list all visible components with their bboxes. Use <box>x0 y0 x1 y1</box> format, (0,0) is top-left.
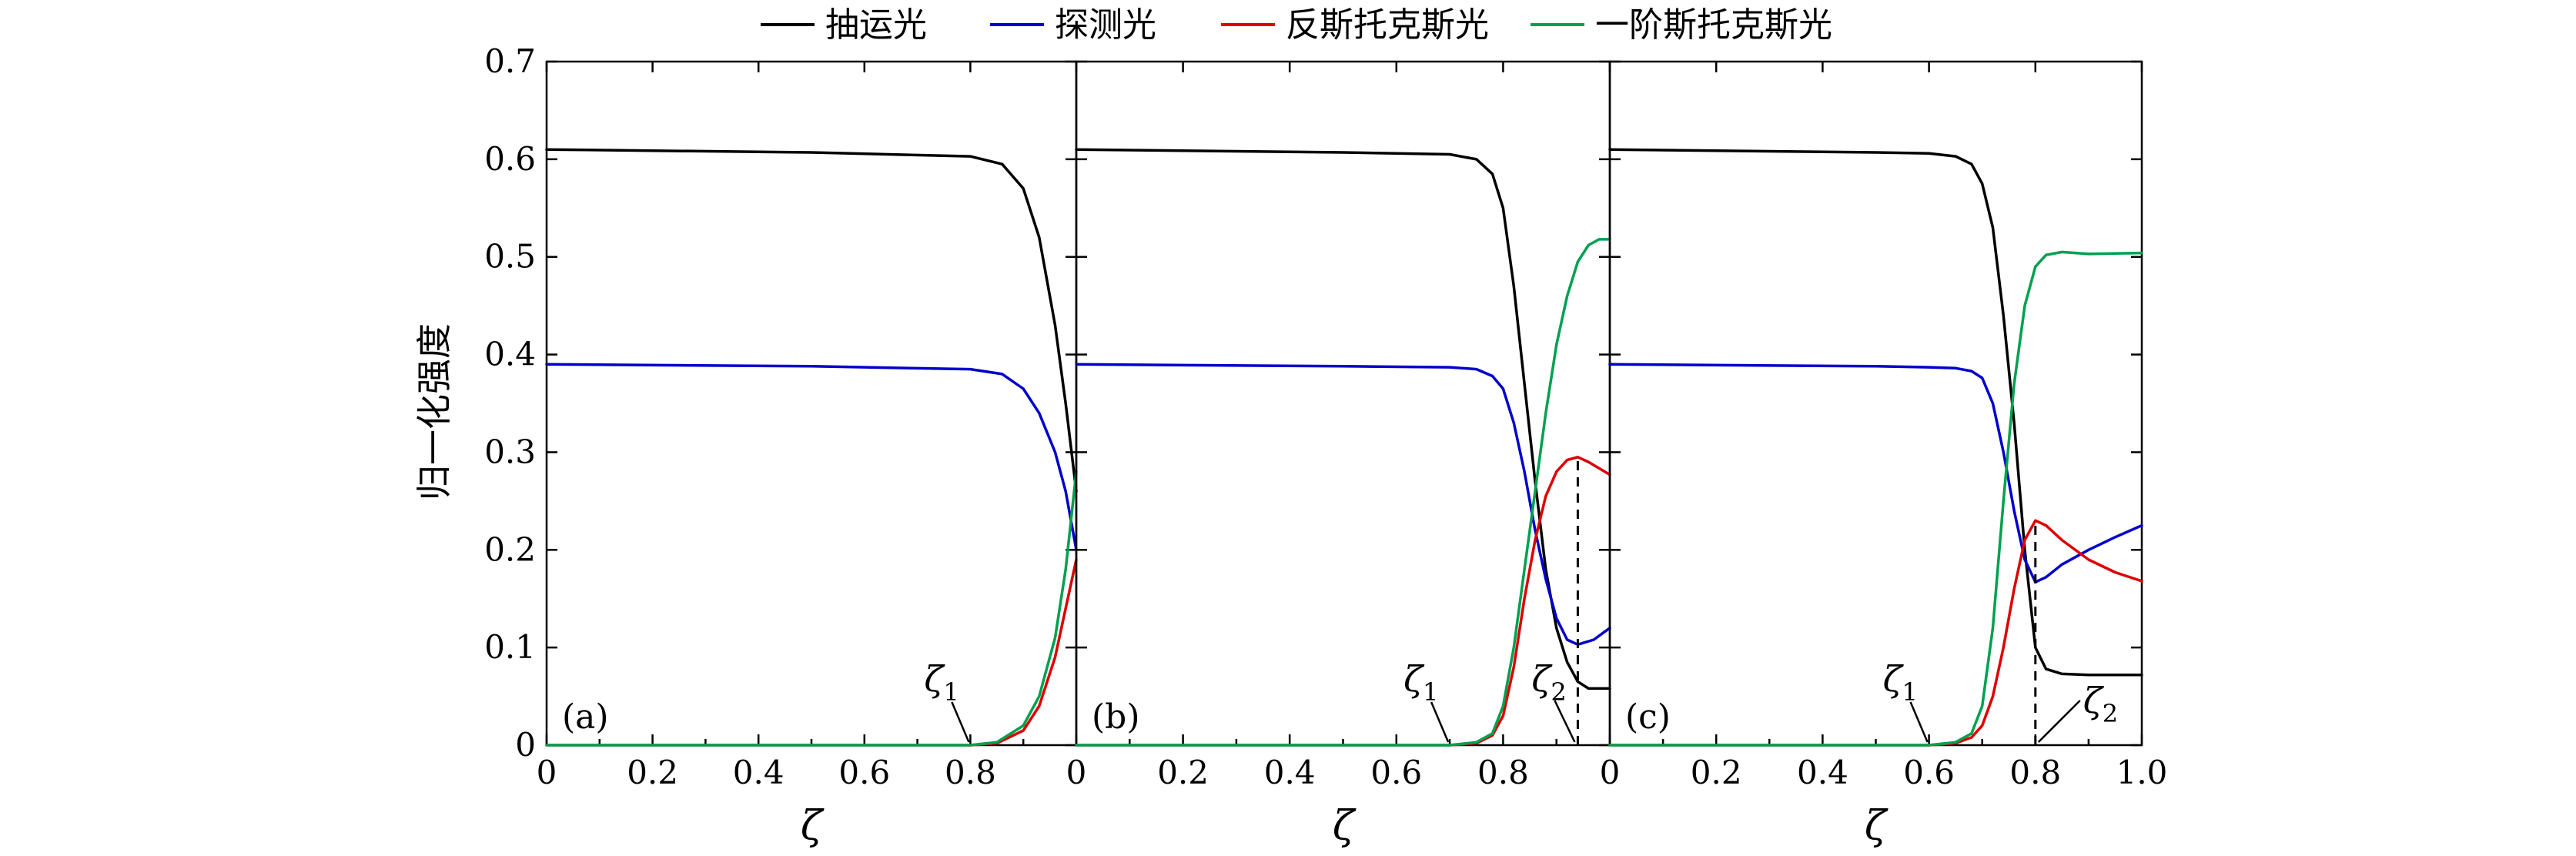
x-tick-label: 0.8 <box>945 754 996 791</box>
zeta-subscript: 1 <box>1423 677 1438 707</box>
x-tick-label: 0 <box>1066 754 1087 791</box>
x-tick-label: 0.2 <box>1157 754 1209 791</box>
panel-label-a: (a) <box>562 697 609 737</box>
series-line-anti-stokes-c <box>1608 519 2143 747</box>
y-axis-title: 归一化强度 <box>413 323 455 500</box>
panel-label-b: (b) <box>1092 697 1140 737</box>
x-tick-label: 0.4 <box>1797 754 1848 791</box>
x-tick-label: 0.6 <box>1903 754 1955 791</box>
zeta-pointer <box>2037 700 2081 743</box>
zeta-pointer <box>1554 700 1576 743</box>
x-axis-title-a: ζ <box>801 803 825 849</box>
zeta-pointer <box>951 701 970 743</box>
x-tick-label: 0.4 <box>733 754 785 791</box>
zeta-pointer <box>1909 701 1929 743</box>
plot-frame-b <box>1075 60 1611 747</box>
plot-frame-c <box>1608 60 2143 747</box>
x-tick-label: 1.0 <box>2116 754 2168 791</box>
x-axis-title-c: ζ <box>1865 803 1889 849</box>
legend-label-stokes: 一阶斯托克斯光 <box>1595 5 1832 45</box>
x-tick-label: 0.2 <box>627 754 678 791</box>
panel-c: 0 0.2 0.4 0.6 0.8 1.0 (c) ζ1 ζ2 <box>1600 60 2168 791</box>
zeta2-label-c: ζ2 <box>2083 680 2118 728</box>
series-line-probe-b <box>1075 363 1611 647</box>
series-line-probe-c <box>1608 363 2143 583</box>
legend-label-probe: 探测光 <box>1055 5 1156 45</box>
zeta1-label-a: ζ1 <box>924 658 958 707</box>
y-tick-label: 0.7 <box>484 42 536 80</box>
series-line-stokes-c <box>1608 250 2143 747</box>
zeta-subscript: 1 <box>943 677 958 707</box>
x-tick-label: 0.8 <box>1477 754 1529 791</box>
zeta-subscript: 1 <box>1902 677 1918 707</box>
x-tick-label: 0 <box>1600 754 1621 791</box>
series-line-pump-b <box>1075 148 1611 690</box>
legend-label-pump: 抽运光 <box>825 5 927 45</box>
y-tick-label: 0.5 <box>484 238 536 276</box>
legend-label-anti-stokes: 反斯托克斯光 <box>1286 5 1489 45</box>
zeta-subscript: 2 <box>1551 677 1566 707</box>
panel-b: 0 0.2 0.4 0.6 0.8 (b) ζ1 ζ2 <box>1066 60 1611 791</box>
panel-label-c: (c) <box>1625 697 1671 737</box>
x-tick-label: 0.6 <box>838 754 890 791</box>
series-line-pump-c <box>1608 148 2143 677</box>
series-line-anti-stokes-a <box>545 558 1078 747</box>
zeta2-label-b: ζ2 <box>1531 658 1566 707</box>
y-tick-label: 0.4 <box>484 336 536 373</box>
zeta-pointer <box>1430 701 1450 743</box>
panel-a: 0 0.1 0.2 0.3 0.4 0.5 0.6 0.7 0 0.2 0.4 0.6 0.8 (a) ζ1 <box>484 42 1078 791</box>
series-line-pump-a <box>545 148 1078 493</box>
y-tick-label: 0.1 <box>484 628 536 666</box>
series-line-stokes-b <box>1075 238 1611 747</box>
y-tick-label: 0.3 <box>484 433 536 470</box>
zeta1-label-b: ζ1 <box>1403 658 1438 707</box>
x-tick-label: 0.4 <box>1264 754 1316 791</box>
x-tick-label: 0.2 <box>1691 754 1742 791</box>
x-axis-title-b: ζ <box>1333 803 1357 849</box>
zeta-subscript: 2 <box>2103 699 2118 728</box>
x-tick-label: 0 <box>537 754 557 791</box>
y-tick-label: 0.6 <box>484 140 536 178</box>
legend: 抽运光 探测光 反斯托克斯光 一阶斯托克斯光 <box>761 5 1832 45</box>
x-tick-label: 0.8 <box>2009 754 2061 791</box>
y-tick-label: 0.2 <box>484 530 536 568</box>
series-line-probe-a <box>545 363 1078 552</box>
x-tick-label: 0.6 <box>1370 754 1422 791</box>
y-tick-label: 0 <box>515 726 536 764</box>
zeta1-label-c: ζ1 <box>1883 658 1918 707</box>
series-line-stokes-a <box>545 470 1078 747</box>
